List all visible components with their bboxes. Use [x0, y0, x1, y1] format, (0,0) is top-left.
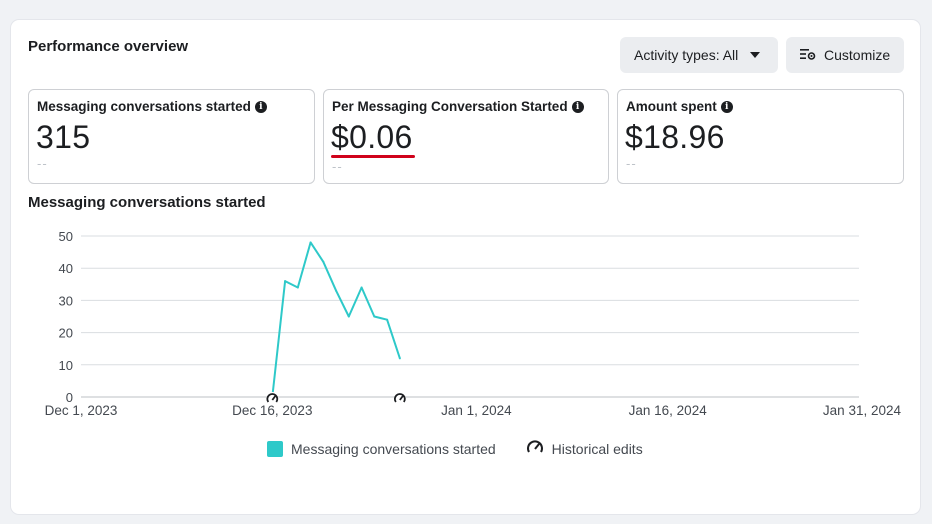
data-point — [373, 315, 376, 318]
x-tick-label: Dec 1, 2023 — [45, 403, 118, 418]
activity-types-dropdown[interactable]: Activity types: All — [620, 37, 778, 73]
speedometer-edit-icon — [526, 439, 544, 458]
legend-series-label: Messaging conversations started — [291, 440, 496, 457]
page-title: Performance overview — [28, 38, 189, 55]
x-tick-label: Dec 16, 2023 — [232, 403, 312, 418]
data-point — [322, 260, 325, 263]
legend-item-series[interactable]: Messaging conversations started — [267, 440, 496, 457]
activity-types-label: Activity types: All — [634, 47, 739, 63]
customize-button[interactable]: Customize — [786, 37, 904, 73]
info-icon[interactable]: i — [571, 100, 584, 113]
metric-compare: -- — [37, 156, 48, 171]
x-tick-label: Jan 31, 2024 — [823, 403, 902, 418]
legend-item-historical-edits[interactable]: Historical edits — [526, 439, 643, 458]
x-tick-label: Jan 1, 2024 — [441, 403, 512, 418]
historical-edit-marker — [266, 392, 279, 404]
metric-card-cost-per-conversation[interactable]: Per Messaging Conversation Started i $0.… — [323, 89, 609, 184]
metric-card-amount-spent[interactable]: Amount spent i $18.96 -- — [617, 89, 904, 184]
data-point — [335, 289, 338, 292]
info-icon[interactable]: i — [254, 100, 267, 113]
y-tick-label: 20 — [59, 326, 73, 341]
metric-value: 315 — [36, 119, 91, 155]
data-point — [284, 280, 287, 283]
chart-title: Messaging conversations started — [28, 194, 266, 211]
metric-value: $18.96 — [625, 119, 725, 155]
data-point — [398, 357, 401, 360]
metric-label: Per Messaging Conversation Started — [332, 99, 568, 114]
series-swatch — [267, 440, 283, 457]
data-point — [271, 396, 274, 398]
metric-card-conversations[interactable]: Messaging conversations started i 315 -- — [28, 89, 315, 184]
metric-value: $0.06 — [331, 119, 413, 155]
data-point — [386, 318, 389, 321]
highlight-underline — [331, 155, 415, 158]
series-line — [271, 241, 401, 398]
historical-edit-marker — [393, 392, 406, 404]
data-point — [347, 315, 350, 318]
y-tick-label: 0 — [66, 390, 73, 405]
y-tick-label: 30 — [59, 293, 73, 308]
metric-compare: -- — [626, 156, 637, 171]
x-tick-label: Jan 16, 2024 — [629, 403, 708, 418]
metric-compare: -- — [332, 159, 343, 174]
data-point — [296, 286, 299, 289]
sliders-gear-icon — [800, 47, 816, 64]
info-icon[interactable]: i — [720, 100, 733, 113]
y-tick-label: 40 — [59, 261, 73, 276]
performance-overview-card: Performance overview Activity types: All… — [11, 20, 920, 514]
y-tick-label: 10 — [59, 358, 73, 373]
legend-historical-label: Historical edits — [551, 440, 643, 457]
caret-down-icon — [750, 52, 761, 58]
y-tick-label: 50 — [59, 229, 73, 244]
data-point — [309, 241, 312, 244]
customize-label: Customize — [824, 47, 891, 63]
metric-label: Messaging conversations started — [37, 99, 251, 114]
metric-label: Amount spent — [626, 99, 717, 114]
chart-legend: Messaging conversations started Historic… — [267, 439, 643, 458]
data-point — [360, 286, 363, 289]
